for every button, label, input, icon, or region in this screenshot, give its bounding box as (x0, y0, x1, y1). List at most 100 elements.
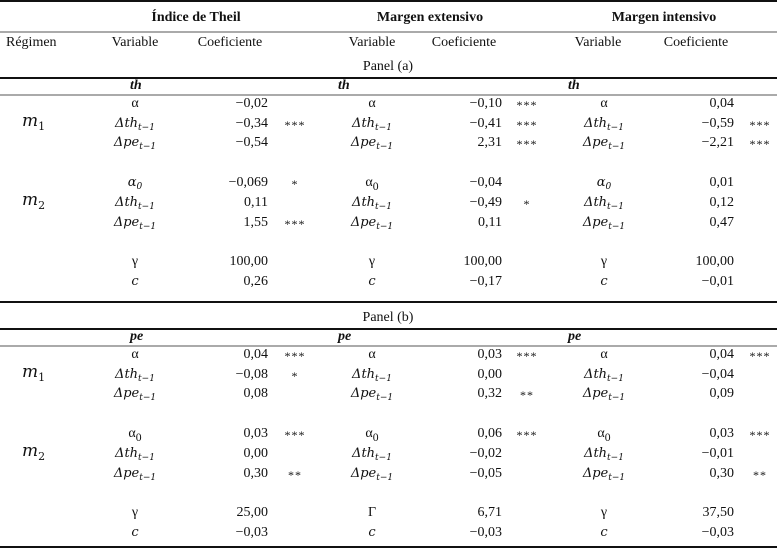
header-rule (0, 31, 777, 33)
variable-name: Δtht−1 (115, 445, 155, 463)
variable-name: α0 (128, 426, 142, 444)
coefficient-value: 0,03 (243, 426, 269, 442)
significance-stars: * (291, 368, 299, 383)
coefficient-value: 2,31 (477, 135, 503, 151)
significance-stars: *** (516, 117, 538, 132)
variable-name: c (368, 524, 376, 540)
group-header-extensive: Margen extensivo (376, 10, 484, 25)
significance-stars: * (523, 196, 531, 211)
coefficient-value: −0,04 (701, 366, 734, 382)
coefficient-value: 0,03 (477, 347, 503, 362)
variable-name: Δtht−1 (584, 366, 624, 384)
variable-name: Δtht−1 (352, 115, 392, 133)
coefficient-value: 0,08 (243, 386, 269, 402)
coef-header: Coeficiente (663, 35, 729, 50)
coefficient-value: 0,04 (709, 96, 735, 111)
coefficient-value: 100,00 (229, 254, 269, 270)
dependent-variable: pe (338, 329, 352, 344)
coefficient-value: −0,10 (469, 96, 502, 111)
coefficient-value: −0,17 (469, 273, 502, 289)
coef-header: Coeficiente (431, 35, 497, 50)
significance-stars: *** (284, 216, 306, 231)
coefficient-value: −0,01 (701, 273, 734, 289)
variable-name: Δpet−1 (350, 214, 394, 232)
coefficient-value: 1,55 (243, 214, 269, 230)
variable-name: Δpet−1 (582, 214, 626, 232)
variable-name: Δtht−1 (584, 115, 624, 133)
variable-name: α (368, 347, 376, 362)
variable-name: Γ (367, 505, 377, 521)
coefficient-value: −0,49 (469, 194, 502, 210)
variable-name: Δpet−1 (113, 135, 157, 153)
variable-header: Variable (348, 35, 396, 50)
coefficient-value: −0,02 (235, 96, 268, 111)
coefficient-value: −0,59 (701, 115, 734, 131)
variable-name: α0 (365, 175, 379, 193)
variable-name: Δpet−1 (582, 465, 626, 483)
variable-name: Δpet−1 (350, 135, 394, 153)
coefficient-value: −0,54 (235, 135, 268, 151)
variable-name: Δpet−1 (350, 465, 394, 483)
variable-name: γ (131, 254, 139, 270)
coefficient-value: −0,05 (469, 465, 502, 481)
group-header-theil: Índice de Theil (151, 10, 241, 25)
panel-label: Panel (b) (362, 310, 414, 325)
coefficient-value: 0,30 (709, 465, 735, 481)
coefficient-value: 0,11 (244, 194, 268, 210)
significance-stars: *** (516, 137, 538, 152)
top-rule (0, 0, 777, 2)
coefficient-value: −0,03 (235, 524, 268, 540)
coefficient-value: −0,02 (469, 445, 502, 461)
coefficient-value: 0,11 (478, 214, 502, 230)
bottom-rule (0, 546, 777, 548)
variable-name: Δtht−1 (352, 445, 392, 463)
significance-stars: *** (749, 428, 771, 443)
significance-stars: *** (516, 428, 538, 443)
variable-name: Δtht−1 (115, 194, 155, 212)
regime-label: m2 (22, 190, 46, 213)
significance-stars: *** (284, 349, 306, 363)
variable-name: α0 (597, 426, 611, 444)
coefficient-value: −0,03 (701, 524, 734, 540)
coefficient-value: 0,06 (477, 426, 503, 442)
variable-name: Δpet−1 (113, 386, 157, 404)
coefficient-value: −2,21 (701, 135, 734, 151)
variable-name: Δtht−1 (115, 115, 155, 133)
coefficient-value: 100,00 (695, 254, 735, 270)
variable-name: α (600, 96, 608, 111)
variable-header: Variable (574, 35, 622, 50)
coefficient-value: 25,00 (236, 505, 269, 521)
coefficient-value: 0,00 (243, 445, 269, 461)
coefficient-value: 0,12 (709, 194, 735, 210)
coef-header: Coeficiente (197, 35, 263, 50)
variable-name: Δtht−1 (584, 445, 624, 463)
significance-stars: *** (749, 137, 771, 152)
variable-name: c (600, 524, 608, 540)
variable-name: c (600, 273, 608, 289)
dependent-variable: th (130, 78, 142, 93)
significance-stars: * (291, 177, 299, 192)
variable-name: γ (131, 505, 139, 521)
regime-label: m1 (22, 362, 46, 385)
significance-stars: ** (753, 467, 767, 482)
significance-stars: *** (516, 98, 538, 112)
dependent-rule (0, 94, 777, 96)
variable-name: α0 (365, 426, 379, 444)
variable-header: Variable (111, 35, 159, 50)
coefficient-value: −0,41 (469, 115, 502, 131)
coefficient-value: −0,069 (228, 175, 268, 191)
variable-name: c (131, 524, 139, 540)
dependent-variable: pe (568, 329, 582, 344)
panel-rule (0, 77, 777, 79)
variable-name: γ (368, 254, 376, 270)
coefficient-value: −0,08 (235, 366, 268, 382)
significance-stars: *** (516, 349, 538, 363)
coefficient-value: 0,00 (477, 366, 503, 382)
coefficient-value: 0,09 (709, 386, 735, 402)
coefficient-value: 0,03 (709, 426, 735, 442)
variable-name: γ (600, 505, 608, 521)
dependent-variable: pe (130, 329, 144, 344)
coefficient-value: 37,50 (702, 505, 735, 521)
significance-stars: *** (284, 117, 306, 132)
regimen-header: Régimen (6, 35, 57, 50)
